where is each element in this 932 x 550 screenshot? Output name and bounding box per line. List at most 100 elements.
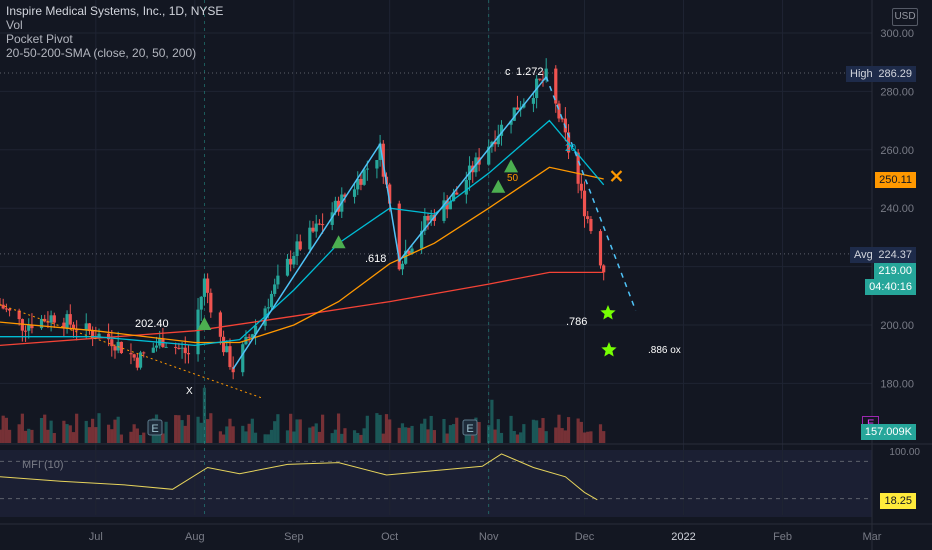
candle-body[interactable] (273, 284, 277, 294)
candle-body[interactable] (388, 184, 392, 204)
candle-body[interactable] (499, 124, 504, 136)
candle-body[interactable] (97, 333, 101, 339)
candle-body[interactable] (154, 345, 159, 348)
candle-body[interactable] (174, 346, 178, 348)
candle-body[interactable] (407, 250, 411, 254)
sma50-line[interactable] (0, 166, 604, 344)
candle-body[interactable] (250, 334, 254, 338)
candle-body[interactable] (221, 336, 226, 353)
candle-body[interactable] (429, 214, 433, 221)
candle-body[interactable] (375, 160, 379, 169)
candle-body[interactable] (266, 307, 270, 309)
candle-body[interactable] (487, 146, 491, 165)
candle-body[interactable] (602, 265, 606, 273)
candle-body[interactable] (289, 258, 293, 265)
candle-body[interactable] (107, 333, 111, 340)
harmonic-xabc[interactable] (232, 76, 547, 370)
candle-body[interactable] (20, 319, 24, 331)
candle-body[interactable] (71, 324, 76, 330)
candle-body[interactable] (554, 68, 558, 104)
candle-body[interactable] (400, 263, 405, 270)
candle-body[interactable] (512, 107, 516, 121)
candle-body[interactable] (295, 241, 299, 256)
candle-body[interactable] (308, 227, 312, 250)
candle-body[interactable] (65, 314, 69, 329)
currency-badge[interactable]: USD (892, 8, 918, 26)
candle-body[interactable] (276, 275, 280, 285)
mfi-line[interactable] (0, 453, 598, 501)
candle-body[interactable] (135, 357, 139, 368)
candle-body[interactable] (544, 68, 548, 80)
candle-body[interactable] (321, 224, 325, 226)
candle-body[interactable] (202, 278, 207, 297)
candle-body[interactable] (1, 304, 5, 309)
candle-body[interactable] (343, 194, 347, 197)
candle-body[interactable] (225, 346, 229, 353)
candle-body[interactable] (448, 201, 452, 210)
candle-body[interactable] (496, 135, 500, 145)
candle-body[interactable] (333, 200, 337, 213)
candle-body[interactable] (314, 223, 318, 232)
candle-body[interactable] (538, 78, 542, 80)
candle-body[interactable] (576, 152, 580, 184)
candle-body[interactable] (582, 190, 587, 217)
candle-body[interactable] (231, 367, 235, 373)
trendline[interactable] (0, 304, 263, 399)
candle-body[interactable] (560, 118, 564, 120)
candle-body[interactable] (356, 178, 360, 190)
candle-body[interactable] (4, 308, 8, 310)
candle-body[interactable] (84, 323, 88, 331)
candle-body[interactable] (442, 200, 446, 221)
candle-body[interactable] (206, 278, 210, 293)
candle-body[interactable] (164, 346, 168, 348)
candle-body[interactable] (142, 352, 146, 354)
candle-body[interactable] (493, 141, 497, 145)
candle-body[interactable] (30, 324, 34, 329)
candle-body[interactable] (183, 347, 187, 354)
sma200-line[interactable] (0, 271, 604, 347)
candle-body[interactable] (515, 107, 520, 110)
candle-body[interactable] (218, 312, 222, 337)
candle-body[interactable] (23, 330, 28, 332)
candle-body[interactable] (317, 223, 322, 225)
candle-body[interactable] (43, 318, 47, 322)
candle-body[interactable] (113, 346, 117, 351)
earnings-badge[interactable] (462, 419, 478, 436)
candle-body[interactable] (586, 216, 590, 219)
candle-body[interactable] (62, 322, 66, 329)
candle-body[interactable] (49, 315, 53, 323)
symbol-title[interactable]: Inspire Medical Systems, Inc., 1D, NYSE (6, 4, 224, 18)
candle-body[interactable] (52, 315, 56, 323)
indicator-sma[interactable]: 20-50-200-SMA (close, 20, 50, 200) (6, 46, 197, 60)
candle-body[interactable] (87, 323, 92, 331)
indicator-vol[interactable]: Vol (6, 18, 23, 32)
candle-body[interactable] (426, 215, 430, 221)
candle-body[interactable] (397, 203, 401, 270)
candle-body[interactable] (228, 346, 232, 368)
candle-body[interactable] (285, 258, 290, 276)
candle-body[interactable] (455, 192, 459, 195)
candle-body[interactable] (410, 248, 414, 254)
candle-body[interactable] (359, 178, 363, 185)
candle-body[interactable] (75, 329, 79, 331)
candle-body[interactable] (39, 318, 44, 329)
candle-body[interactable] (253, 325, 258, 335)
candle-body[interactable] (27, 324, 31, 331)
candle-body[interactable] (531, 98, 536, 104)
candle-body[interactable] (132, 354, 136, 358)
candle-body[interactable] (589, 218, 593, 232)
candle-body[interactable] (420, 230, 424, 249)
candle-body[interactable] (292, 255, 296, 265)
candle-body[interactable] (209, 292, 213, 313)
candle-body[interactable] (7, 308, 12, 311)
candle-body[interactable] (138, 352, 143, 368)
candle-body[interactable] (298, 241, 302, 250)
candle-body[interactable] (241, 344, 245, 373)
candle-body[interactable] (91, 330, 95, 339)
candle-body[interactable] (17, 310, 21, 320)
candle-body[interactable] (129, 353, 133, 355)
candle-body[interactable] (186, 353, 191, 355)
candle-body[interactable] (509, 120, 513, 125)
candle-body[interactable] (177, 347, 181, 349)
